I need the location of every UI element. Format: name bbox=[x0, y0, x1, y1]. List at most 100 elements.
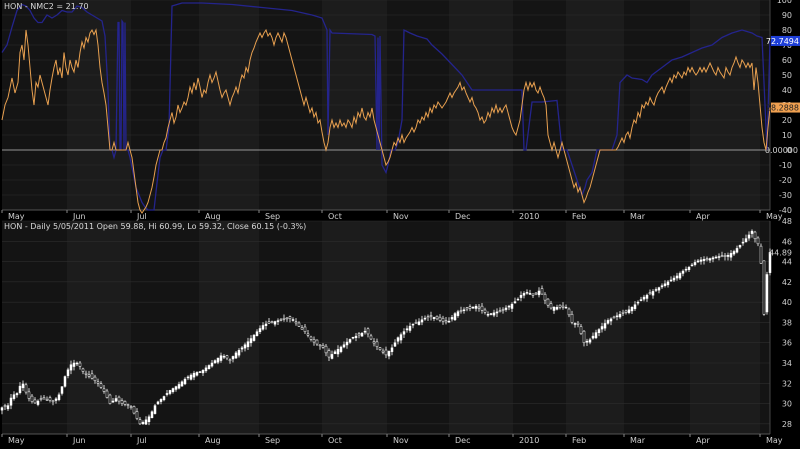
candle-body bbox=[732, 251, 736, 255]
candle-body bbox=[6, 405, 10, 410]
y-tick-label: 34 bbox=[782, 359, 792, 368]
candle-body bbox=[441, 317, 445, 322]
month-band bbox=[259, 221, 322, 434]
candle-body bbox=[333, 351, 337, 354]
candle-body bbox=[453, 313, 457, 321]
candle-body bbox=[3, 405, 7, 407]
y-tick-label: 46 bbox=[782, 237, 792, 246]
blue-value-badge bbox=[771, 35, 800, 46]
x-tick-label: Apr bbox=[696, 212, 711, 221]
candle-body bbox=[678, 273, 682, 279]
candle-body bbox=[339, 346, 343, 352]
candle-body bbox=[201, 370, 205, 374]
y-tick-label: -20 bbox=[779, 176, 792, 185]
candle-body bbox=[303, 326, 307, 332]
candle-body bbox=[705, 258, 709, 261]
candle-body bbox=[273, 321, 277, 325]
candle-body bbox=[474, 305, 478, 309]
candle-body bbox=[375, 341, 379, 347]
candle-body bbox=[312, 339, 316, 343]
legend-indicator: NMC2 bbox=[30, 2, 54, 11]
candle-body bbox=[81, 368, 85, 372]
candle-body bbox=[363, 330, 367, 333]
candle-body bbox=[507, 305, 511, 308]
candle-body bbox=[555, 306, 559, 310]
candle-body bbox=[222, 355, 226, 358]
month-band bbox=[131, 221, 199, 434]
candle-body bbox=[237, 350, 241, 356]
candle-body bbox=[135, 411, 139, 419]
candle-body bbox=[504, 307, 508, 310]
candle-body bbox=[129, 406, 133, 408]
x-tick-label: Jun bbox=[72, 436, 86, 445]
candle-body bbox=[561, 305, 565, 308]
candle-body bbox=[294, 321, 298, 324]
candle-body bbox=[378, 347, 382, 350]
candle-body bbox=[354, 335, 358, 339]
candle-body bbox=[108, 394, 112, 404]
candle-body bbox=[438, 316, 442, 321]
candle-body bbox=[393, 342, 397, 347]
candle-body bbox=[546, 298, 550, 306]
candle-body bbox=[117, 396, 121, 402]
candle-body bbox=[495, 311, 499, 314]
x-tick-label: Sep bbox=[265, 212, 280, 221]
candle-body bbox=[36, 400, 40, 405]
x-tick-label: Oct bbox=[328, 436, 342, 445]
candle-body bbox=[540, 288, 544, 295]
candle-body bbox=[444, 320, 448, 323]
y-tick-label: 40 bbox=[782, 86, 792, 95]
candle-body bbox=[597, 329, 601, 333]
candle-body bbox=[693, 262, 697, 265]
candle-body bbox=[174, 386, 178, 390]
month-band bbox=[322, 221, 387, 434]
candle-body bbox=[426, 316, 430, 319]
candle-body bbox=[450, 317, 454, 320]
candle-body bbox=[606, 320, 610, 324]
orange-value-label: 28.2888 bbox=[766, 104, 799, 113]
candle-body bbox=[663, 283, 667, 286]
legend-equals: = bbox=[54, 2, 66, 11]
candle-body bbox=[615, 315, 619, 318]
zero-value-label: 0.00000 bbox=[765, 146, 798, 155]
y-tick-label: 50 bbox=[782, 71, 792, 80]
x-tick-label: Jul bbox=[136, 212, 147, 221]
candle-body bbox=[84, 372, 88, 375]
candle-body bbox=[105, 390, 109, 398]
candle-body bbox=[255, 331, 259, 336]
y-tick-label: -40 bbox=[779, 206, 792, 215]
candle-body bbox=[471, 306, 475, 309]
candle-body bbox=[624, 310, 628, 313]
candle-body bbox=[756, 237, 760, 245]
candle-body bbox=[321, 345, 325, 348]
candle-body bbox=[372, 341, 376, 344]
x-tick-label: Dec bbox=[455, 436, 470, 445]
candle-body bbox=[15, 393, 19, 396]
price-panel: 28 30 32 34 36 38 40 42 44 46 48 May Jun Jul Aug Sep Oct… bbox=[0, 217, 792, 445]
y-tick-label: 60 bbox=[782, 56, 792, 65]
candle-body bbox=[468, 306, 472, 309]
candle-body bbox=[753, 231, 757, 239]
price-legend: HON - Daily 5/05/2011 Open 59.88, Hi 60.… bbox=[4, 222, 306, 231]
candle-body bbox=[621, 312, 625, 314]
candle-body bbox=[741, 241, 745, 244]
candle-body bbox=[513, 301, 517, 304]
candle-body bbox=[648, 292, 652, 294]
x-tick-label: Mar bbox=[630, 436, 646, 445]
month-band bbox=[199, 221, 259, 434]
candle-body bbox=[549, 303, 553, 309]
x-tick-label: Mar bbox=[630, 212, 646, 221]
candle-body bbox=[603, 323, 607, 329]
candle-body bbox=[759, 245, 763, 264]
candle-body bbox=[645, 294, 649, 299]
indicator-panel: -40-30-20-100102030405060708090100MayJun… bbox=[1, 0, 800, 221]
candle-body bbox=[141, 422, 145, 425]
candle-body bbox=[39, 398, 43, 400]
candle-body bbox=[228, 359, 232, 362]
candle-body bbox=[408, 325, 412, 331]
candle-body bbox=[279, 319, 283, 321]
candle-body bbox=[63, 376, 67, 387]
candle-body bbox=[12, 394, 16, 399]
candle-body bbox=[0, 407, 4, 411]
candle-body bbox=[519, 295, 523, 298]
